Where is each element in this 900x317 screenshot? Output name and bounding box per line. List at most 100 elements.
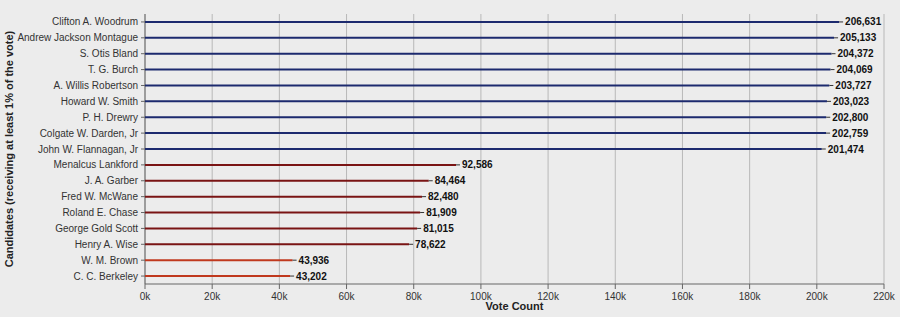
tick-label: 80k xyxy=(406,291,423,302)
data-label: 204,069 xyxy=(836,64,873,75)
data-label: 81,015 xyxy=(423,223,454,234)
label-leader xyxy=(293,260,297,261)
y-tick xyxy=(141,260,145,261)
y-tick xyxy=(141,196,145,197)
y-axis-label: Candidates (receiving at least 1% of the… xyxy=(3,30,15,267)
data-label: 92,586 xyxy=(462,159,493,170)
tick-mark xyxy=(749,284,750,289)
category-label: Henry A. Wise xyxy=(75,239,139,250)
tick-label: 0k xyxy=(140,291,152,302)
bar xyxy=(145,148,822,150)
label-leader xyxy=(290,276,294,277)
tick-mark xyxy=(279,284,280,289)
tick-mark xyxy=(480,284,481,289)
bars xyxy=(145,22,839,276)
tick-mark xyxy=(346,284,347,289)
x-axis-label: Vote Count xyxy=(486,300,544,312)
y-tick xyxy=(141,133,145,134)
category-label: W. M. Brown xyxy=(81,255,138,266)
data-label: 203,727 xyxy=(835,80,872,91)
data-label: 203,023 xyxy=(833,96,870,107)
tick-label: 140k xyxy=(604,291,627,302)
bar xyxy=(145,69,830,71)
tick-mark xyxy=(884,284,885,289)
category-label: George Gold Scott xyxy=(55,223,138,234)
bar xyxy=(145,116,826,118)
bar xyxy=(145,84,829,86)
bar xyxy=(145,164,456,166)
data-label: 204,372 xyxy=(838,48,875,59)
category-label: S. Otis Bland xyxy=(80,48,138,59)
tick-mark xyxy=(548,284,549,289)
category-label: Menalcus Lankford xyxy=(54,159,139,170)
tick-label: 160k xyxy=(672,291,695,302)
category-label: Colgate W. Darden, Jr xyxy=(40,128,139,139)
label-leader xyxy=(429,180,433,181)
label-leader xyxy=(409,244,413,245)
tick-label: 40k xyxy=(271,291,288,302)
bar xyxy=(145,227,417,229)
category-label: Clifton A. Woodrum xyxy=(52,16,138,27)
y-tick xyxy=(141,244,145,245)
label-leader xyxy=(827,101,831,102)
tick-label: 20k xyxy=(204,291,221,302)
y-tick xyxy=(141,228,145,229)
label-leader xyxy=(417,228,421,229)
data-label: 82,480 xyxy=(428,191,459,202)
data-label: 206,631 xyxy=(845,16,882,27)
tick-label: 220k xyxy=(873,291,896,302)
label-leader xyxy=(826,133,830,134)
label-leader xyxy=(829,85,833,86)
y-tick xyxy=(141,149,145,150)
y-tick xyxy=(141,85,145,86)
category-label: Howard W. Smith xyxy=(61,96,138,107)
y-tick xyxy=(141,69,145,70)
category-label: J. A. Garber xyxy=(85,175,139,186)
tick-mark xyxy=(682,284,683,289)
chart: 0k20k40k60k80k100k120k140k160k180k200k22… xyxy=(0,0,900,317)
category-label: A. Willis Robertson xyxy=(54,80,138,91)
tick-mark xyxy=(816,284,817,289)
label-leader xyxy=(830,69,834,70)
grid-line xyxy=(884,14,885,284)
label-leader xyxy=(839,21,843,22)
label-leader xyxy=(832,53,836,54)
data-label: 78,622 xyxy=(415,239,446,250)
y-tick xyxy=(141,117,145,118)
label-leader xyxy=(834,37,838,38)
bar xyxy=(145,212,420,214)
y-tick xyxy=(141,37,145,38)
data-label: 202,759 xyxy=(832,128,869,139)
category-label: John W. Flannagan, Jr xyxy=(38,144,139,155)
y-tick xyxy=(141,164,145,165)
category-label: T. G. Burch xyxy=(88,64,138,75)
category-label: Roland E. Chase xyxy=(62,207,138,218)
category-label: C. C. Berkeley xyxy=(74,271,138,282)
data-label: 205,133 xyxy=(840,32,877,43)
tick-label: 60k xyxy=(338,291,355,302)
category-label: Fred W. McWane xyxy=(61,191,138,202)
bar xyxy=(145,132,826,134)
y-tick xyxy=(141,101,145,102)
data-label: 201,474 xyxy=(828,144,865,155)
bar xyxy=(145,243,409,245)
tick-mark xyxy=(615,284,616,289)
data-label: 81,909 xyxy=(426,207,457,218)
y-tick xyxy=(141,180,145,181)
tick-mark xyxy=(145,284,146,289)
bar xyxy=(145,21,839,23)
data-label: 43,202 xyxy=(296,271,327,282)
bar xyxy=(145,100,827,102)
y-tick xyxy=(141,21,145,22)
y-tick xyxy=(141,212,145,213)
category-label: Andrew Jackson Montague xyxy=(17,32,138,43)
tick-mark xyxy=(413,284,414,289)
category-label: P. H. Drewry xyxy=(83,112,138,123)
bar xyxy=(145,180,429,182)
label-leader xyxy=(456,164,460,165)
bar xyxy=(145,259,293,261)
tick-label: 180k xyxy=(739,291,762,302)
bar xyxy=(145,275,290,277)
x-axis xyxy=(145,284,884,285)
label-leader xyxy=(420,212,424,213)
